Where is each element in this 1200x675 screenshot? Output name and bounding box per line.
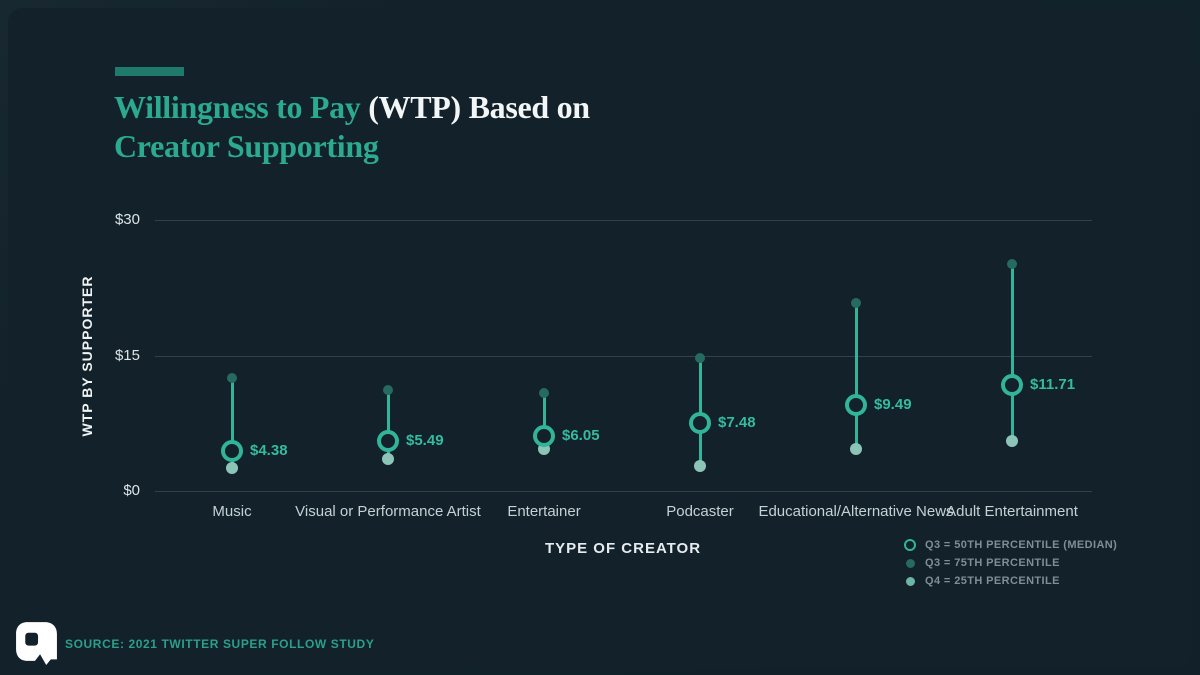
p75-dot [539,387,549,398]
range-line [854,303,858,449]
legend-item: Q3 = 75TH PERCENTILE [903,554,1117,572]
dot-dark-icon [903,558,917,568]
open-circle [904,539,916,551]
p25-dot [850,442,862,455]
median-value-label: $9.49 [874,396,912,414]
y-tick-label: $15 [114,346,140,364]
category-label: Educational/Alternative News [758,503,954,520]
median-marker [845,394,867,417]
median-value-label: $5.49 [406,432,444,450]
title-lead: Willingness to Pay [114,89,361,125]
y-tick-label: $30 [114,211,140,228]
legend-label: Q3 = 50TH PERCENTILE (MEDIAN) [925,539,1118,551]
p25-dot [226,462,238,475]
p75-dot [227,373,237,384]
range-line [698,358,702,466]
range-line [386,389,390,460]
legend: Q3 = 50TH PERCENTILE (MEDIAN) Q3 = 75TH P… [903,536,1117,590]
title-rest: (WTP) Based on [360,89,590,125]
range-line [542,392,546,449]
category-label: Entertainer [507,503,581,520]
gridline-0 [155,491,1092,492]
chart-title: Willingness to Pay (WTP) Based on Creator… [114,88,874,166]
category-label: Podcaster [666,503,734,520]
category-label: Adult Entertainment [946,503,1078,520]
dot-dark [905,558,915,568]
title-line2: Creator Supporting [114,128,379,164]
legend-item: Q3 = 50TH PERCENTILE (MEDIAN) [903,536,1117,554]
median-value-label: $6.05 [562,427,600,445]
p75-dot [1007,259,1017,270]
dot-light [905,576,915,586]
median-value-label: $4.38 [250,442,288,460]
category-label: Visual or Performance Artist [295,503,481,520]
open-circle-icon [903,539,917,551]
p25-dot [1006,435,1018,448]
legend-label: Q3 = 75TH PERCENTILE [925,557,1060,569]
p75-dot [383,384,393,395]
p25-dot [382,453,394,466]
background-card [8,8,1192,667]
legend-item: Q4 = 25TH PERCENTILE [903,572,1117,590]
median-marker [1001,374,1023,397]
range-line [1010,264,1014,442]
legend-label: Q4 = 25TH PERCENTILE [925,575,1060,587]
y-axis-title: WTP BY SUPPORTER [79,275,95,437]
p75-dot [695,353,705,364]
median-marker [377,430,399,453]
x-axis-title: TYPE OF CREATOR [544,540,702,557]
median-marker [689,412,711,435]
median-value-label: $7.48 [718,414,756,432]
gridline-15 [155,355,1092,357]
y-tick-label: $0 [123,482,140,499]
range-line [230,378,234,469]
median-marker [221,440,243,463]
p75-dot [851,298,861,309]
source-note: SOURCE: 2021 TWITTER SUPER FOLLOW STUDY [65,637,375,651]
category-label: Music [212,503,252,520]
dot-light-icon [903,576,917,586]
median-marker [533,425,555,448]
gridline-30 [155,220,1092,221]
title-accent-bar [115,67,184,76]
median-value-label: $11.71 [1030,376,1076,394]
brand-logo-icon [16,622,57,665]
p25-dot [694,459,706,472]
